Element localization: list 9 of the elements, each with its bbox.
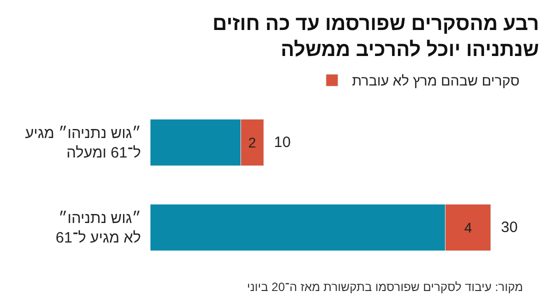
y-tick-label: ״גוש נתניהו״ מגיע ל־61 ומעלה — [25, 125, 142, 162]
data-label: 2 — [248, 134, 256, 150]
text: מקור: עיבוד לסקרים שפורסמו בתקשורת מאז ה־20 ביוני — [247, 280, 524, 294]
data-label: 4 — [464, 220, 472, 236]
total-label: 10 — [274, 134, 291, 151]
y-tick-label: ״גוש נתניהו״ לא מגיע ל־61 — [56, 210, 142, 246]
chart-title: רבע מהסקרים שפורסמו עד כה חוזים שנתניהו יוכל להרכיב ממשלה — [212, 13, 539, 61]
legend-label: סקרים שבהם מרץ לא עוברת — [352, 72, 520, 89]
total-label: 30 — [501, 219, 518, 236]
